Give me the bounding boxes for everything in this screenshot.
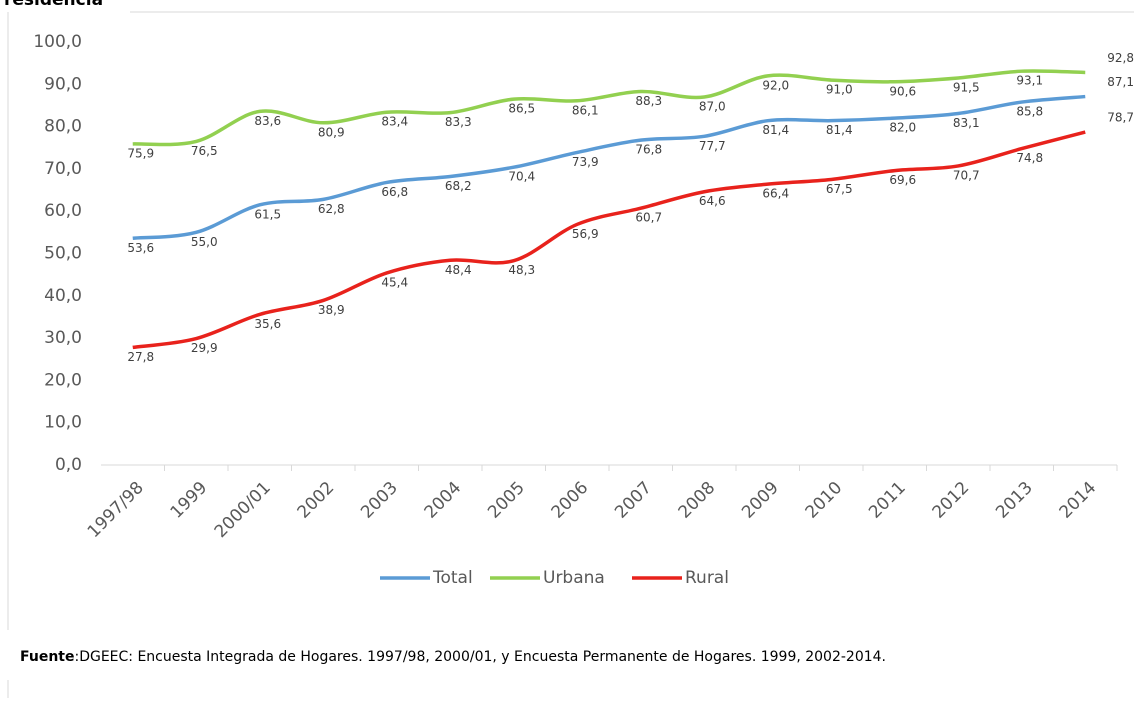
data-label: 90,6 [889,84,916,98]
data-label: 29,9 [191,341,218,355]
data-label: 48,3 [508,263,535,277]
data-label: 78,7 [1107,111,1134,125]
y-tick-label: 20,0 [44,370,82,390]
x-tick-label: 2002 [294,478,339,523]
frame [7,11,1134,698]
x-tick-label: 2007 [611,478,656,523]
data-label: 35,6 [254,317,281,331]
x-tick-label: 1997/98 [84,478,148,542]
data-label: 27,8 [127,350,154,364]
data-label: 45,4 [381,275,408,289]
data-label: 83,1 [953,116,980,130]
x-tick-label: 2010 [802,478,847,523]
data-label: 62,8 [318,202,345,216]
data-label: 75,9 [127,146,154,160]
data-label: 83,4 [381,115,408,129]
y-tick-label: 70,0 [44,159,82,179]
legend-label: Total [432,568,473,588]
data-label: 69,6 [889,173,916,187]
source-text: :DGEEC: Encuesta Integrada de Hogares. 1… [74,649,886,665]
data-label: 48,4 [445,263,472,277]
chart-title: residencia [4,0,103,10]
data-label: 86,5 [508,102,535,116]
data-label: 83,6 [254,114,281,128]
data-label: 87,0 [699,99,726,113]
data-label: 64,6 [699,194,726,208]
x-tick-label: 2006 [548,478,593,523]
y-tick-label: 100,0 [33,32,82,52]
data-label: 81,4 [762,123,789,137]
y-tick-label: 60,0 [44,201,82,221]
data-label: 91,0 [826,83,853,97]
data-label: 70,4 [508,170,535,184]
x-tick-label: 2012 [929,478,974,523]
data-label: 86,1 [572,103,599,117]
x-tick-label: 2009 [738,478,783,523]
y-tick-label: 90,0 [44,74,82,94]
data-label: 56,9 [572,227,599,241]
data-label: 87,1 [1107,75,1134,89]
y-tick-label: 50,0 [44,244,82,264]
y-tick-label: 80,0 [44,117,82,137]
data-label: 66,4 [762,187,789,201]
series-line [132,94,1086,241]
data-label: 73,9 [572,155,599,169]
data-label: 38,9 [318,303,345,317]
data-label: 66,8 [381,185,408,199]
data-label: 61,5 [254,207,281,221]
y-tick-label: 10,0 [44,413,82,433]
data-label: 81,4 [826,123,853,137]
data-label: 88,3 [635,94,662,108]
data-label: 67,5 [826,182,853,196]
data-label: 92,0 [762,78,789,92]
data-label: 92,8 [1107,51,1134,65]
source: Fuente:DGEEC: Encuesta Integrada de Hoga… [20,649,886,665]
data-label: 74,8 [1016,151,1043,165]
data-label: 85,8 [1016,105,1043,119]
x-tick-label: 2014 [1056,478,1101,523]
data-label: 91,5 [953,80,980,94]
data-label: 83,3 [445,115,472,129]
y-tick-label: 30,0 [44,328,82,348]
y-tick-label: 0,0 [55,455,82,475]
x-tick-label: 2004 [421,478,466,523]
data-label: 77,7 [699,139,726,153]
data-label: 55,0 [191,235,218,249]
data-label: 53,6 [127,241,154,255]
series-line [132,69,1086,147]
data-label: 76,8 [635,143,662,157]
data-label: 80,9 [318,125,345,139]
y-tick-label: 40,0 [44,286,82,306]
x-tick-label: 2000/01 [211,478,275,542]
source-label: Fuente [20,649,74,665]
x-tick-label: 2003 [357,478,402,523]
legend-label: Urbana [543,568,605,588]
data-label: 76,5 [191,144,218,158]
data-label: 68,2 [445,179,472,193]
data-label: 93,1 [1016,74,1043,88]
data-label: 82,0 [889,121,916,135]
x-tick-label: 2011 [865,478,910,523]
data-label: 70,7 [953,168,980,182]
x-tick-label: 2005 [484,478,529,523]
legend-label: Rural [685,568,729,588]
series-line [132,130,1086,350]
x-tick-label: 2008 [675,478,720,523]
data-label: 60,7 [635,211,662,225]
x-tick-label: 2013 [992,478,1037,523]
x-tick-label: 1999 [167,478,212,523]
